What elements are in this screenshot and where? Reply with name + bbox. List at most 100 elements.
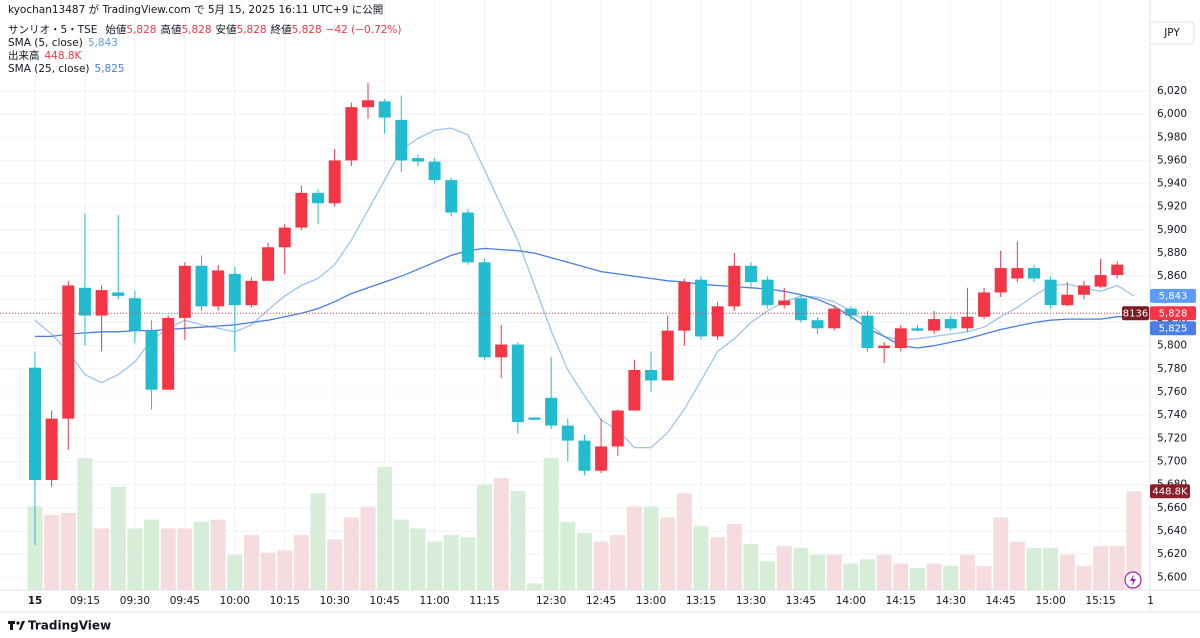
candle-body [295,192,308,228]
candle-body [45,418,58,480]
candle-body [545,397,558,426]
x-tick-label: 14:15 [886,595,916,607]
candle-body [978,292,991,317]
volume-bar [643,506,659,590]
candle-body [678,282,691,331]
volume-bar [1026,548,1042,590]
x-tick-label: 15:00 [1036,595,1066,607]
candle-body [894,328,907,348]
volume-tag-label: 448.8K [1152,486,1188,497]
legend-name: 出来高 [8,49,40,62]
candle-body [778,300,791,306]
volume-bar [393,519,409,590]
candle-body [528,417,541,420]
x-tick-label: 10:45 [370,595,400,607]
currency-box[interactable] [1149,21,1195,45]
y-tick-label: 5,940 [1157,178,1187,190]
volume-bar [710,537,726,590]
legend-name: SMA (5, close) [8,37,83,49]
y-tick-label: 5,720 [1157,432,1187,444]
x-tick-label: 11:15 [469,595,499,607]
price-axis [1150,0,1200,612]
volume-bar [243,535,259,590]
candle-body [362,100,374,108]
y-tick-label: 5,960 [1157,154,1187,166]
volume-bar [893,563,909,590]
x-tick-label: 14:30 [936,595,966,607]
candle-body [378,101,391,118]
x-tick-label: 14:00 [836,595,866,607]
ohlc-label: 高値 [160,23,181,36]
candle-body [1094,275,1107,287]
candle-body [495,344,508,358]
x-tick-label: 15 [28,595,43,607]
x-tick-label: 09:45 [170,595,200,607]
volume-bar [477,484,493,590]
candle-body [395,119,408,161]
y-tick-label: 6,020 [1157,85,1187,97]
ohlc-label: 終値 [271,23,292,36]
volume-bar [860,559,875,590]
candle-body [445,180,458,213]
volume-bar [1109,546,1125,590]
candle-body [811,320,824,329]
x-tick-label: 09:15 [70,595,100,607]
candle-body [844,308,857,316]
volume-bar [144,519,160,590]
volume-bar [776,546,792,590]
candle-body [794,298,807,321]
sma-line [35,247,1134,349]
volume-bar [1126,491,1142,590]
x-tick-label: 13:30 [736,595,766,607]
x-tick-label: 12:30 [536,595,566,607]
y-tick-label: 5,600 [1157,571,1187,583]
volume-bar [926,563,942,590]
x-tick-label: 12:45 [586,595,616,607]
candle-body [78,287,91,316]
legend-row: SMA (25, close) 5,825 [8,63,125,75]
volume-bar [277,550,293,590]
candle-body [29,367,41,480]
volume-bar [160,528,176,590]
volume-bar [1043,548,1059,590]
volume-bar [527,583,542,590]
volume-bar [626,506,642,590]
volume-bar [1059,554,1075,590]
volume-bar [260,552,276,590]
candle-body [695,279,707,337]
candle-body [928,319,941,331]
y-tick-label: 5,760 [1157,386,1187,398]
volume-bar [760,561,776,590]
candle-body [711,306,724,337]
x-tick-label: 09:30 [120,595,150,607]
sma-line [34,127,1135,449]
candle-body [428,161,441,181]
y-tick-label: 5,660 [1157,502,1187,514]
candle-body [262,247,275,281]
axis-layer: 6,020 6,000 5,980 5,960 5,940 5,920 5,900 5,880… [28,85,1196,607]
candle-body [62,285,75,419]
price-tag-label: 5,843 [1159,291,1188,302]
volume-bar [310,493,326,590]
x-tick-label: 1 [1147,595,1154,607]
candle-body [112,292,125,296]
volume-bar [210,519,226,590]
candle-body [595,446,608,471]
candle-body [228,273,241,306]
sma-layer [34,127,1135,449]
candle-body [411,158,424,162]
x-tick-label: 14:45 [986,595,1016,607]
candle-body [1077,285,1090,295]
volume-bar [427,541,443,590]
candle-body [728,265,741,307]
currency[interactable]: JPY [1163,27,1180,39]
volume-bar [693,526,709,590]
volume-bar [510,491,526,590]
volume-bar [543,458,559,590]
candle-body [195,265,208,307]
y-tick-label: 6,000 [1157,108,1187,120]
y-tick-label: 5,700 [1157,455,1187,467]
volume-bar [943,565,959,590]
legend-value: 5,843 [88,37,118,49]
footer-brand: TradingView [28,619,111,633]
